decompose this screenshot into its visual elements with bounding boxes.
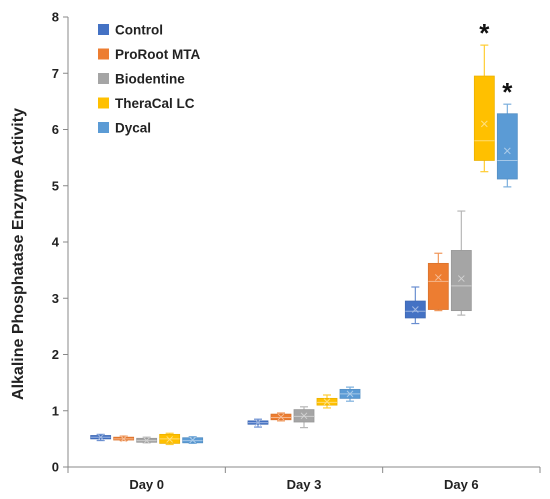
box-dycal-day-0 [182,436,204,444]
box-proroot-mta-day-3 [270,412,292,422]
axes: 0 1 2 3 4 5 6 7 8 Alkaline Phosphatase Enzyme Act… [10,10,541,492]
legend-swatch [98,48,109,60]
legend-item: Biodentine [98,72,185,87]
mean-marker [323,398,331,406]
legend-item: TheraCal LC [98,96,195,111]
x-category-label: Day 3 [287,477,322,492]
legend-item: ProRoot MTA [98,47,200,62]
box-iqr [473,75,495,161]
y-tick-label: 8 [52,10,59,25]
box-theracal-lc-day-0 [159,432,181,446]
mean-marker [166,436,174,443]
legend-swatch [98,24,109,35]
x-category-label: Day 0 [129,477,164,492]
y-tick-label: 6 [52,122,59,137]
mean-marker [411,306,419,313]
mean-marker [254,419,262,426]
legend-swatch [98,122,109,133]
legend-label: Biodentine [115,72,185,87]
y-tick-label: 4 [52,235,60,250]
annotations: ** [479,18,513,107]
legend-label: Dycal [115,121,151,136]
box-iqr [450,250,472,312]
mean-marker [277,413,285,421]
box-iqr [496,113,518,180]
mean-marker [480,120,488,128]
mean-marker [434,274,442,281]
box-control-day-3 [247,418,269,428]
mean-marker [457,275,465,282]
legend-item: Dycal [98,121,151,136]
box-biodentine-day-3 [293,406,315,429]
legend-label: Control [115,23,163,38]
mean-marker [300,412,308,420]
legend-label: TheraCal LC [115,96,195,111]
box-dycal-day-3 [339,386,361,402]
y-tick-label: 1 [52,403,59,418]
box-biodentine-day-6 [450,210,472,316]
box-theracal-lc-day-3 [316,394,338,409]
mean-marker [189,436,197,444]
significance-annotation: * [502,77,513,107]
mean-marker [120,435,128,443]
box-iqr [427,262,449,310]
mean-marker [143,437,151,444]
legend-item: Control [98,23,163,38]
box-dycal-day-6 [496,103,518,188]
y-tick-label: 3 [52,291,59,306]
mean-marker [97,433,105,441]
box-proroot-mta-day-6 [427,252,449,312]
box-control-day-6 [404,286,426,325]
box-proroot-mta-day-0 [113,435,135,443]
mean-marker [346,390,354,398]
y-tick-label: 5 [52,178,59,193]
y-tick-label: 2 [52,347,59,362]
x-category-label: Day 6 [444,477,479,492]
box-biodentine-day-0 [136,436,158,444]
box-control-day-0 [90,433,112,442]
mean-marker [503,147,511,155]
legend-swatch [98,73,109,84]
legend-swatch [98,97,109,109]
box-plot-series [90,44,518,446]
legend: Control ProRoot MTA Biodentine TheraCal LC D… [98,23,200,136]
significance-annotation: * [479,18,490,48]
legend-label: ProRoot MTA [115,47,200,62]
y-tick-label: 7 [52,66,59,81]
box-theracal-lc-day-6 [473,44,495,173]
y-tick-label: 0 [52,460,59,475]
y-axis-label: Alkaline Phosphatase Enzyme Activity [10,108,27,400]
